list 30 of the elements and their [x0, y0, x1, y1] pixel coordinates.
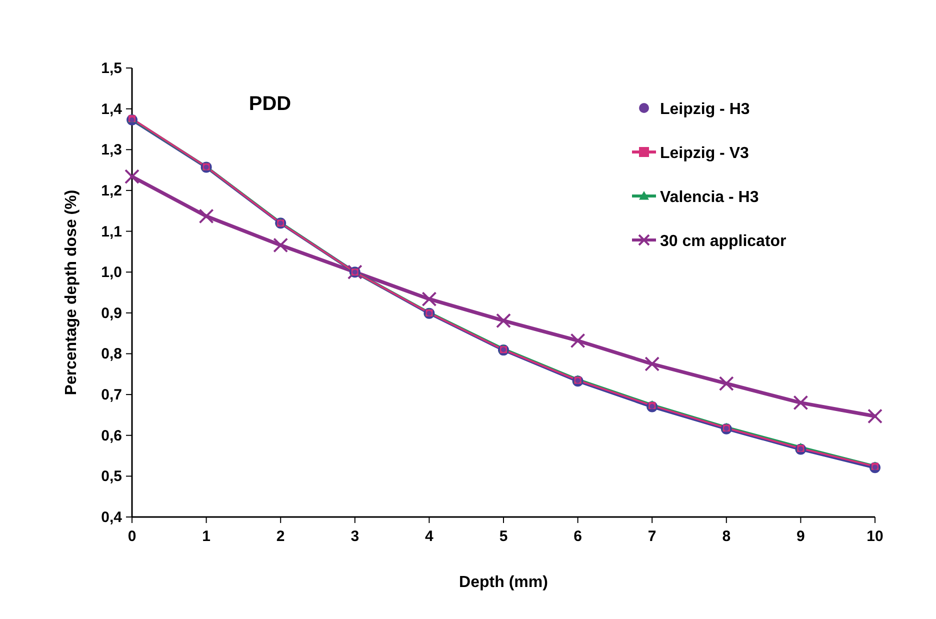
y-tick-label: 1,5	[101, 60, 122, 77]
x-tick-label: 5	[499, 528, 508, 545]
y-tick-label: 1,2	[101, 182, 122, 200]
y-tick-label: 1,3	[101, 142, 122, 159]
y-tick-label: 0,5	[101, 468, 122, 486]
y-tick-label: 1,4	[101, 100, 123, 118]
x-tick-label: 2	[276, 528, 285, 545]
x-tick-label: 8	[722, 528, 731, 545]
legend-label: Leipzig - V3	[660, 145, 749, 162]
y-tick-label: 0,8	[101, 346, 122, 363]
x-tick-label: 3	[350, 528, 360, 545]
x-tick-label: 7	[648, 528, 656, 545]
y-axis-title: Percentage depth dose (%)	[63, 190, 80, 396]
y-tick-label: 0,9	[101, 304, 122, 322]
y-tick-label: 0,6	[101, 427, 122, 444]
x-tick-label: 4	[425, 528, 434, 545]
text: PDD	[248, 93, 292, 115]
y-tick-label: 1,0	[101, 264, 122, 282]
legend-label: Valencia - H3	[660, 189, 759, 206]
x-tick-label: 9	[796, 528, 805, 545]
x-tick-label: 1	[202, 528, 210, 545]
y-tick-label: 0,7	[101, 386, 122, 404]
y-tick-label: 0,4	[101, 509, 123, 526]
x-axis-title: Depth (mm)	[459, 574, 548, 591]
x-tick-label: 0	[128, 528, 136, 545]
legend-label: Leipzig - H3	[660, 101, 750, 118]
y-tick-label: 1,1	[101, 223, 122, 240]
x-tick-label: 6	[574, 528, 582, 545]
x-tick-label: 10	[866, 528, 884, 545]
legend-label: 30 cm applicator	[660, 233, 786, 250]
